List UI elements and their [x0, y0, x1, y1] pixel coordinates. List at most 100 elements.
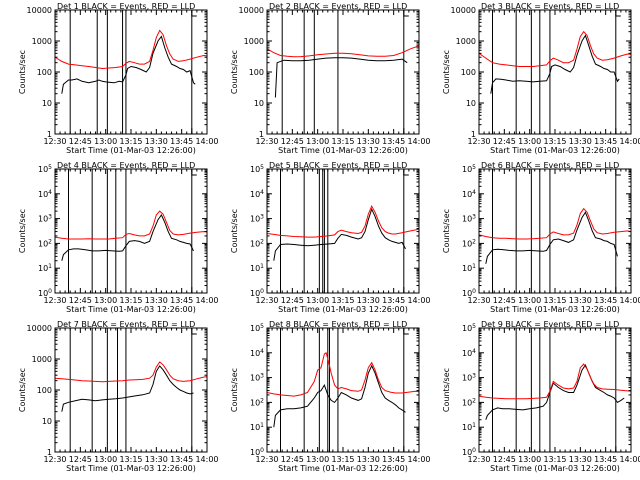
x-axis-label: Start Time (01-Mar-03 12:26:00) — [66, 146, 196, 155]
y-tick-exponent: 4 — [48, 189, 52, 196]
x-tick-label: 14:00 — [195, 296, 218, 305]
x-tick-label: 13:30 — [357, 137, 380, 146]
y-axis-label: Counts/sec — [442, 209, 451, 253]
y-tick-exponent: 1 — [260, 422, 264, 429]
y-axis-label: Counts/sec — [442, 368, 451, 412]
lld-series-line — [55, 29, 207, 70]
y-tick-label: 103 — [250, 214, 264, 224]
detector-panel-4: Det 4 BLACK = Events, RED = LLD100101102… — [18, 161, 219, 314]
lld-series-line — [479, 30, 631, 67]
x-tick-label: 12:30 — [255, 296, 278, 305]
y-tick-label: 10000 — [27, 324, 52, 333]
y-tick-base: 10 — [250, 398, 260, 407]
lld-series-line — [55, 361, 207, 383]
y-tick-label: 10000 — [27, 6, 52, 15]
events-series-line — [61, 365, 194, 412]
x-tick-label: 13:15 — [543, 455, 566, 464]
y-tick-base: 10 — [38, 165, 48, 174]
y-tick-label: 101 — [38, 263, 52, 273]
events-series-line — [274, 57, 408, 98]
y-tick-label: 105 — [250, 323, 264, 333]
y-tick-label: 1 — [259, 130, 264, 139]
y-tick-label: 10 — [466, 99, 476, 108]
panel-title: Det 4 BLACK = Events, RED = LLD — [57, 161, 195, 170]
x-axis-label: Start Time (01-Mar-03 12:26:00) — [278, 464, 408, 473]
y-tick-label: 101 — [250, 422, 264, 432]
lld-series-line — [267, 204, 419, 238]
y-tick-label: 100 — [38, 288, 52, 298]
lld-series-line — [479, 207, 631, 240]
y-axis-label: Counts/sec — [18, 368, 27, 412]
x-tick-label: 13:45 — [382, 455, 405, 464]
x-tick-label: 12:45 — [69, 455, 92, 464]
y-tick-base: 10 — [462, 423, 472, 432]
x-tick-label: 13:45 — [382, 296, 405, 305]
x-tick-label: 13:30 — [569, 296, 592, 305]
x-tick-label: 13:30 — [145, 455, 168, 464]
y-tick-label: 103 — [38, 214, 52, 224]
y-tick-label: 100 — [462, 288, 476, 298]
y-tick-exponent: 2 — [260, 238, 264, 245]
x-tick-label: 13:45 — [594, 137, 617, 146]
events-series-line — [490, 34, 620, 94]
x-tick-label: 13:15 — [543, 296, 566, 305]
y-tick-label: 104 — [250, 189, 264, 199]
y-tick-base: 10 — [462, 349, 472, 358]
y-tick-base: 10 — [462, 374, 472, 383]
events-series-line — [273, 364, 406, 428]
y-tick-exponent: 5 — [260, 164, 264, 171]
y-tick-label: 105 — [462, 323, 476, 333]
x-tick-label: 12:30 — [43, 296, 66, 305]
y-tick-exponent: 4 — [472, 348, 476, 355]
y-tick-label: 10 — [42, 417, 52, 426]
panel-title: Det 2 BLACK = Events, RED = LLD — [269, 2, 407, 11]
y-tick-exponent: 4 — [472, 189, 476, 196]
y-axis-label: Counts/sec — [18, 209, 27, 253]
y-tick-label: 103 — [462, 373, 476, 383]
y-tick-label: 105 — [462, 164, 476, 174]
y-tick-exponent: 2 — [472, 397, 476, 404]
y-tick-exponent: 3 — [472, 214, 476, 221]
y-tick-label: 105 — [250, 164, 264, 174]
events-series-line — [485, 364, 625, 420]
y-tick-base: 10 — [462, 215, 472, 224]
x-axis-label: Start Time (01-Mar-03 12:26:00) — [490, 464, 620, 473]
y-tick-base: 10 — [462, 324, 472, 333]
x-tick-label: 12:30 — [467, 137, 490, 146]
events-series-line — [61, 35, 196, 94]
y-tick-label: 103 — [462, 214, 476, 224]
y-tick-base: 10 — [250, 324, 260, 333]
x-tick-label: 13:00 — [306, 296, 329, 305]
y-tick-label: 102 — [462, 238, 476, 248]
panel-title: Det 7 BLACK = Events, RED = LLD — [57, 320, 195, 329]
y-tick-exponent: 1 — [472, 263, 476, 270]
x-tick-label: 12:30 — [43, 455, 66, 464]
x-tick-label: 13:30 — [357, 296, 380, 305]
y-tick-base: 10 — [462, 190, 472, 199]
x-tick-label: 13:15 — [119, 455, 142, 464]
y-tick-exponent: 1 — [48, 263, 52, 270]
y-tick-exponent: 4 — [260, 348, 264, 355]
x-tick-label: 12:45 — [281, 455, 304, 464]
x-tick-label: 13:00 — [94, 455, 117, 464]
x-tick-label: 13:45 — [170, 137, 193, 146]
y-tick-base: 10 — [250, 239, 260, 248]
x-tick-label: 13:30 — [145, 137, 168, 146]
detector-panel-1: Det 1 BLACK = Events, RED = LLD 1 10 100 100… — [18, 2, 219, 155]
y-tick-label: 100 — [37, 68, 52, 77]
y-tick-label: 1000 — [32, 37, 52, 46]
x-tick-label: 12:30 — [255, 137, 278, 146]
x-tick-label: 13:30 — [569, 455, 592, 464]
lld-series-line — [267, 352, 419, 397]
y-tick-label: 100 — [37, 386, 52, 395]
x-axis-label: Start Time (01-Mar-03 12:26:00) — [66, 305, 196, 314]
y-tick-label: 101 — [250, 263, 264, 273]
y-tick-base: 10 — [462, 289, 472, 298]
y-tick-exponent: 2 — [48, 238, 52, 245]
x-tick-label: 13:45 — [594, 455, 617, 464]
y-tick-label: 1 — [471, 130, 476, 139]
x-tick-label: 13:00 — [518, 455, 541, 464]
y-tick-base: 10 — [38, 215, 48, 224]
x-tick-label: 13:45 — [594, 296, 617, 305]
y-tick-exponent: 3 — [472, 373, 476, 380]
